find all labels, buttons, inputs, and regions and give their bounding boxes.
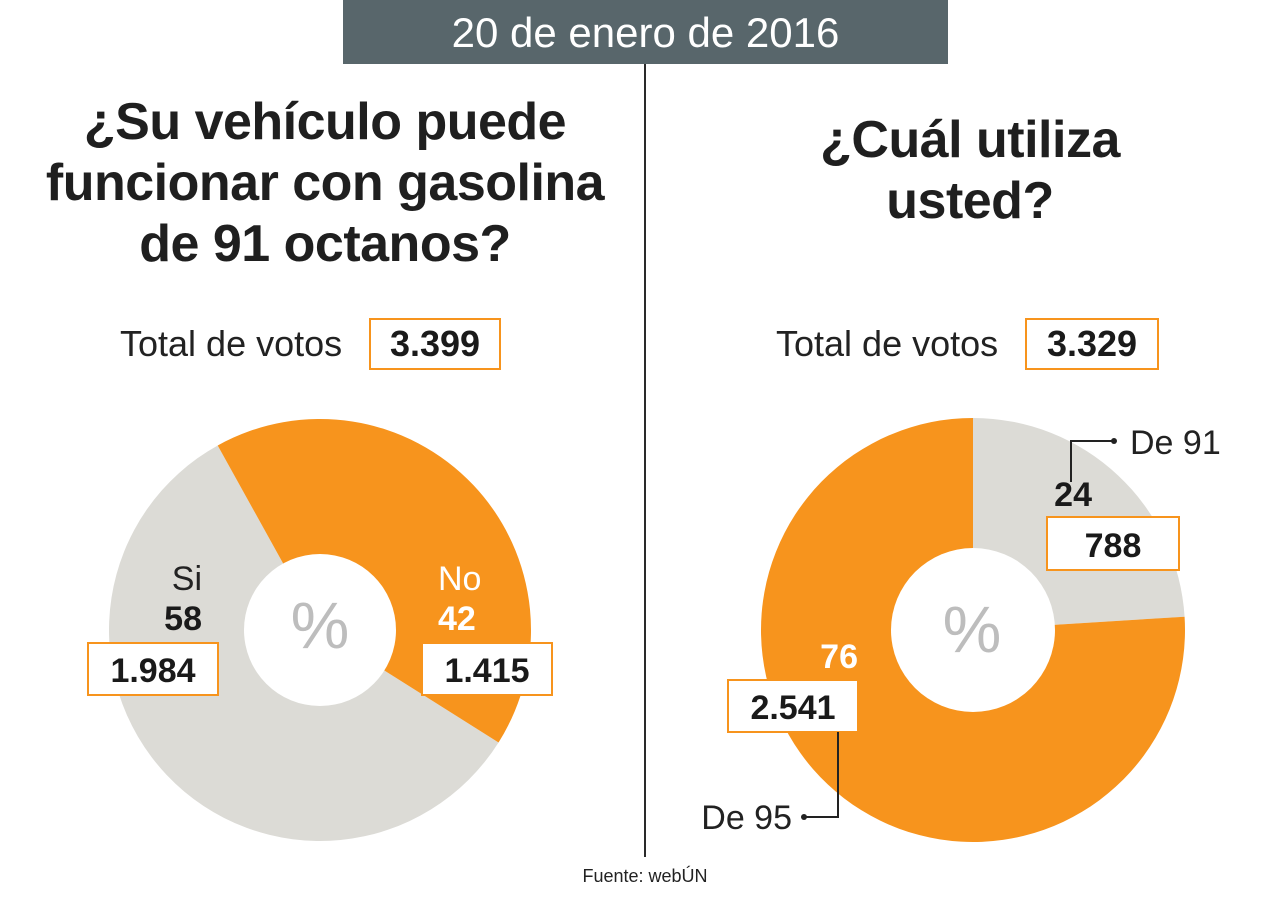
center-divider xyxy=(644,64,646,857)
slice-label-si: Si xyxy=(172,560,202,598)
question-left-line: de 91 octanos? xyxy=(139,215,511,273)
slice-votes-de-91: 788 xyxy=(1085,527,1142,565)
percent-symbol-left: % xyxy=(291,588,350,662)
slice-label-no: No xyxy=(438,560,481,598)
question-left-title: ¿Su vehículo puede funcionar con gasolin… xyxy=(10,92,640,275)
slice-percent-no: 42 xyxy=(438,600,476,638)
votes-box-si xyxy=(87,642,219,696)
slice-label-de-95: De 95 xyxy=(701,799,792,837)
slice-percent-de-95: 76 xyxy=(820,638,858,676)
votes-box-de-91 xyxy=(1046,516,1180,571)
percent-symbol-right: % xyxy=(943,592,1002,666)
slice-percent-de-91: 24 xyxy=(1054,476,1092,514)
slice-percent-si: 58 xyxy=(164,600,202,638)
date-banner: 20 de enero de 2016 xyxy=(343,0,948,64)
pie-chart-right: % De 91 24 788 76 2.541 De 95 xyxy=(701,418,1221,842)
slice-votes-de-95: 2.541 xyxy=(750,689,835,727)
leader-dot-de-91 xyxy=(1111,438,1117,444)
right-total-value: 3.329 xyxy=(1025,318,1159,370)
left-total-label: Total de votos xyxy=(120,323,343,364)
slice-votes-si: 1.984 xyxy=(110,652,195,690)
leader-dot-de-95 xyxy=(801,814,807,820)
source-note: Fuente: webÚN xyxy=(582,866,708,886)
question-left-line: funcionar con gasolina xyxy=(45,154,605,212)
votes-box-no xyxy=(421,642,553,696)
donut-hole-right xyxy=(891,548,1055,712)
donut-hole-left xyxy=(244,554,396,706)
leader-line-de-91 xyxy=(1070,440,1114,482)
slice-label-de-91: De 91 xyxy=(1130,424,1221,462)
question-left-line: ¿Su vehículo puede xyxy=(83,93,567,151)
question-right-line: ¿Cuál utiliza xyxy=(820,111,1120,169)
votes-box-de-95 xyxy=(727,679,859,733)
leader-line-de-95 xyxy=(804,732,839,818)
slice-votes-no: 1.415 xyxy=(444,652,529,690)
left-total-value: 3.399 xyxy=(369,318,501,370)
question-right-line: usted? xyxy=(886,172,1054,230)
right-total-label: Total de votos xyxy=(776,323,999,364)
question-right-title: ¿Cuál utiliza usted? xyxy=(660,110,1276,232)
pie-chart-left: % Si 58 1.984 No 42 1.415 xyxy=(87,419,553,842)
